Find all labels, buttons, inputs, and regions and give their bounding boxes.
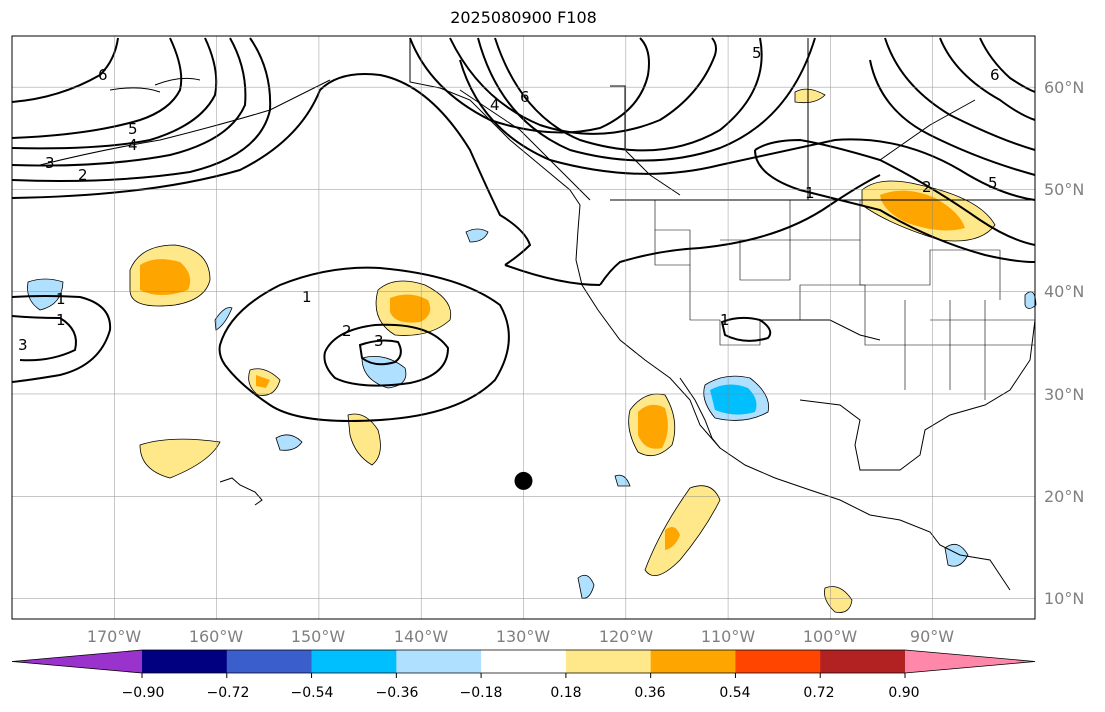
colorbar-tick-label: 0.72 [803,685,834,701]
lon-label: 140°W [394,627,449,646]
colorbar-segment [650,650,736,673]
gridlines [12,36,1035,619]
contour-label: 6 [520,88,530,106]
contour-label: 4 [128,136,138,154]
colorbar-segment [226,650,313,673]
lon-label: 170°W [87,627,142,646]
colorbar-tick-label: −0.36 [376,685,419,701]
colorbar-tick-label: −0.90 [122,685,165,701]
lat-label: 10°N [1044,589,1084,608]
lon-label: 160°W [189,627,244,646]
colorbar-segment [820,650,906,673]
colorbar-tick-label: 0.18 [550,685,581,701]
lon-label: 90°W [910,627,954,646]
colorbar-segment [142,650,228,673]
contour-label: 1 [56,290,66,308]
contour-label: 6 [98,66,108,84]
colorbar-segment [311,650,397,673]
colorbar-segment [735,650,821,673]
colorbar-tick-label: −0.18 [460,685,503,701]
contour-label: 2 [342,322,352,340]
contour-label: 1 [56,311,66,329]
colorbar-tick-label: 0.54 [719,685,750,701]
colorbar-segment [396,650,482,673]
colorbar-segment [565,650,652,673]
contour-label: 3 [374,332,384,350]
lon-label: 110°W [701,627,756,646]
lat-label: 30°N [1044,385,1084,404]
colorbar-segment [12,650,142,673]
colorbar-segment [905,650,1035,673]
lat-label: 20°N [1044,487,1084,506]
lon-label: 130°W [496,627,551,646]
map-frame [11,35,1036,620]
contour-label-group: 6 5 4 3 2 1 2 3 1 6 4 5 1 2 5 6 1 1 3 [18,44,1000,354]
shaded-anomalies [27,88,1037,613]
contour-label: 3 [18,336,28,354]
lat-label: 60°N [1044,78,1084,97]
contour-label: 2 [78,166,88,184]
contour-label: 2 [922,178,932,196]
colorbar-segment [481,650,567,673]
lat-label: 50°N [1044,180,1084,199]
location-marker [514,471,533,490]
colorbar-tick-label: 0.36 [634,685,665,701]
colorbar-tick-label: 0.90 [888,685,919,701]
contour-label: 1 [302,288,312,306]
lon-label: 150°W [291,627,346,646]
colorbar-tick-label: −0.54 [291,685,334,701]
lon-axis: 170°W 160°W 150°W 140°W 130°W 120°W 110°… [87,627,954,646]
map-title: 2025080900 F108 [450,8,597,27]
contour-label: 4 [490,96,500,114]
contour-label: 6 [990,66,1000,84]
contour-label: 5 [988,174,998,192]
lon-label: 120°W [599,627,654,646]
lon-label: 100°W [803,627,858,646]
contour-label: 5 [128,120,138,138]
contour-label: 1 [720,311,730,329]
colorbar [11,649,1036,678]
lat-axis: 60°N 50°N 40°N 30°N 20°N 10°N [1044,78,1084,608]
coastlines [39,38,1036,591]
contour-label: 3 [45,154,55,172]
lat-label: 40°N [1044,282,1084,301]
colorbar-tick-label: −0.72 [207,685,250,701]
colorbar-ticks: −0.90 −0.72 −0.54 −0.36 −0.18 0.18 0.36 … [122,685,920,701]
contour-label: 1 [805,184,815,202]
contour-label: 5 [752,44,762,62]
contour-lines [11,37,1036,422]
